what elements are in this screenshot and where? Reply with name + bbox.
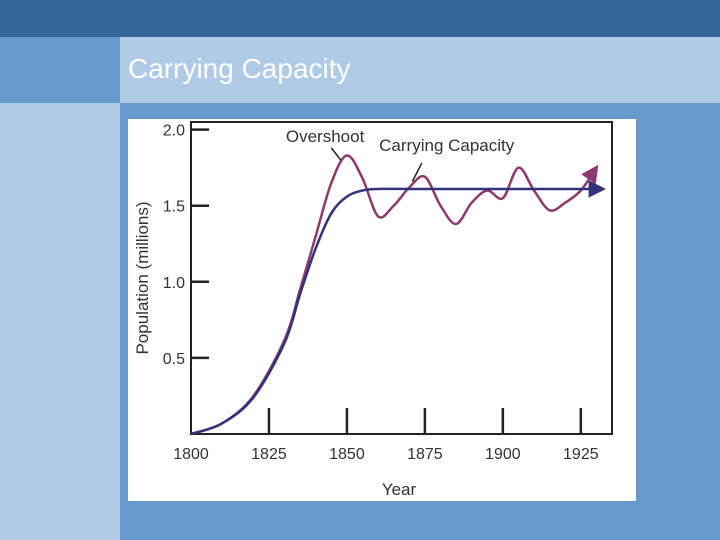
x-tick-label-0: 1800 xyxy=(173,446,209,463)
left-band-upper xyxy=(0,37,120,103)
x-tick-label-5: 1925 xyxy=(563,446,599,463)
top-banner xyxy=(0,0,720,37)
x-tick-label-4: 1900 xyxy=(485,446,521,463)
y-tick-label-3: 0.5 xyxy=(163,351,185,368)
y-tick-label-0: 2.0 xyxy=(163,123,185,140)
plot-frame xyxy=(190,121,613,435)
slide-title: Carrying Capacity xyxy=(128,53,351,84)
x-tick-label-3: 1875 xyxy=(407,446,443,463)
left-band-lower xyxy=(0,103,120,540)
y-axis-label: Population (millions) xyxy=(133,201,152,354)
population-chart: 2.0 1.5 1.0 0.5 1800 1825 1850 1875 1900 1925 Ov… xyxy=(133,121,613,499)
carrying-capacity-series-line xyxy=(190,180,607,436)
overshoot-leader-line xyxy=(330,147,342,161)
annotation-carrying-capacity: Carrying Capacity xyxy=(379,136,515,155)
capacity-leader-line xyxy=(411,162,423,182)
y-tick-label-1: 1.5 xyxy=(163,199,185,216)
chart-figure: 2.0 1.5 1.0 0.5 1800 1825 1850 1875 1900 1925 Ov… xyxy=(128,119,636,501)
x-tick-label-2: 1850 xyxy=(329,446,365,463)
x-tick-label-1: 1825 xyxy=(251,446,287,463)
x-axis-label: Year xyxy=(382,480,417,499)
overshoot-series-line xyxy=(190,154,599,436)
title-band xyxy=(120,37,720,103)
annotation-overshoot: Overshoot xyxy=(286,127,365,146)
y-tick-label-2: 1.0 xyxy=(163,275,185,292)
